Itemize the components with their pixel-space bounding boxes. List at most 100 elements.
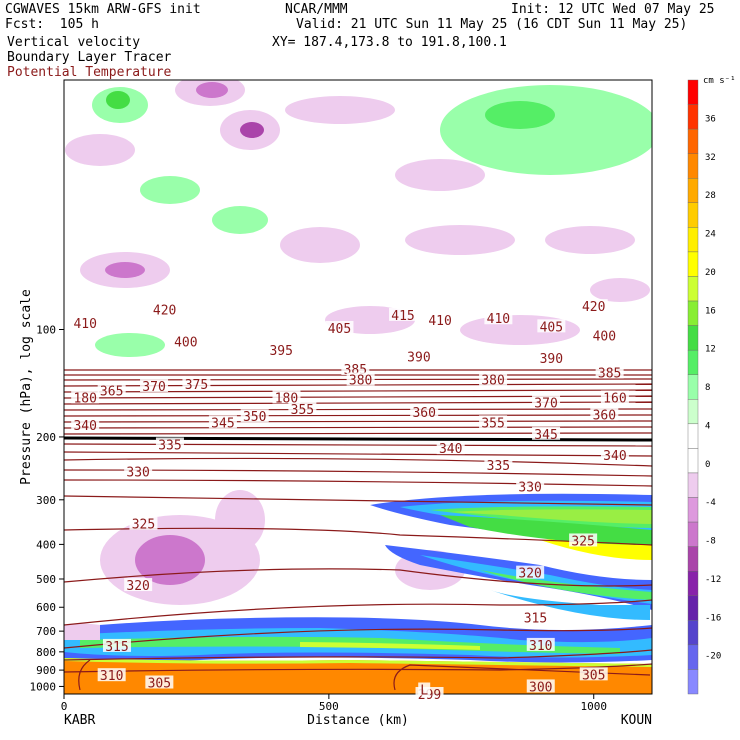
field-potential-temperature: Potential Temperature (7, 65, 172, 80)
isentrope-label-bg (537, 350, 566, 364)
y-tick-label: 600 (36, 601, 56, 614)
isentrope-label: 320 (518, 567, 541, 582)
isentrope-label: 355 (481, 416, 504, 431)
isentrope-label: 305 (148, 677, 171, 692)
isentrope-label-bg (426, 312, 455, 326)
isentrope-label: 375 (185, 378, 208, 393)
isentrope-label: 330 (126, 466, 149, 481)
colorbar-swatch (687, 472, 699, 498)
org-label: NCAR/MMM (285, 2, 348, 17)
isentrope-label-bg (479, 372, 508, 386)
isentrope-label-bg (484, 458, 513, 472)
y-tick-label: 100 (36, 323, 56, 336)
colorbar-swatch (687, 423, 699, 449)
isentrope-label-bg (129, 516, 158, 530)
isentrope-label: 405 (328, 322, 351, 337)
init-time: Init: 12 UTC Wed 07 May 25 (511, 2, 715, 17)
isentrope-label: 370 (142, 380, 165, 395)
x-axis: 0 500 1000 (61, 694, 607, 713)
colorbar-tick-label: 32 (705, 153, 716, 163)
colorbar-swatch (687, 571, 699, 596)
colorbar-swatch (687, 227, 699, 253)
isentrope-label: 310 (529, 639, 552, 654)
isentrope-label: 365 (100, 384, 123, 399)
isentrope-label: 420 (582, 300, 605, 315)
model-title: CGWAVES 15km ARW-GFS init (5, 2, 201, 17)
valid-time: Valid: 21 UTC Sun 11 May 25 (16 CDT Sun … (296, 17, 688, 32)
isentrope-label-bg (272, 390, 301, 404)
isentrope-label: 420 (153, 304, 176, 319)
isentrope-label-bg (140, 379, 169, 393)
isentrope-label: 355 (291, 403, 314, 418)
isentrope-label-bg (124, 578, 153, 592)
colorbar-swatch (687, 79, 699, 105)
isentrope-label: 315 (105, 640, 128, 655)
isentrope-label: L (420, 684, 428, 699)
isentrope-label: 360 (412, 406, 435, 421)
isentrope-label: 360 (593, 408, 616, 423)
isentrope-label: 350 (243, 410, 266, 425)
isentrope-label: 410 (73, 317, 96, 332)
isentrope-label-bg (208, 415, 237, 429)
colorbar-tick-label: 12 (705, 345, 716, 355)
isentrope-label-bg (521, 610, 550, 624)
y-tick-label: 200 (36, 431, 56, 444)
isentrope-label: 340 (73, 419, 96, 434)
isentrope-label-bg (532, 426, 561, 440)
isentrope-label-bg (579, 299, 608, 313)
colorbar-swatch (687, 399, 699, 425)
isentrope-label-bg (526, 637, 555, 651)
isentrope-label-bg (590, 328, 619, 342)
isentrope-label-bg (155, 437, 184, 451)
y-tick-label: 700 (36, 625, 56, 638)
isentrope-label-bg (171, 334, 200, 348)
isentrope-label: 400 (593, 330, 616, 345)
colorbar-tick-label: 20 (705, 268, 716, 278)
colorbar-swatch (687, 349, 699, 375)
isentrope-label: 370 (534, 396, 557, 411)
isentrope-label-bg (71, 417, 100, 431)
isentrope-label: 380 (481, 373, 504, 388)
isentrope-label-bg (579, 667, 608, 681)
colorbar: 36 32 28 24 20 16 12 8 4 0 -4 -8 -12 -16 -20 (687, 79, 721, 695)
y-tick-label: 1000 (30, 680, 57, 693)
colorbar-swatch (687, 521, 699, 547)
isentrope-label: 390 (540, 352, 563, 367)
isentrope-label-bg (97, 383, 126, 397)
colorbar-tick-label: -20 (705, 652, 721, 662)
y-axis: 100 200 300 400 500 600 700 800 900 1000 (30, 323, 64, 693)
isentrope-label-bg (325, 320, 354, 334)
colorbar-units: cm s⁻¹ (703, 76, 736, 86)
start-station-label: KABR (64, 713, 95, 728)
colorbar-tick-label: -4 (705, 498, 716, 508)
isentrope-label-bg (404, 349, 433, 363)
isentrope-label: 340 (603, 449, 626, 464)
isentrope-label: 410 (487, 312, 510, 327)
colorbar-swatch (687, 669, 699, 695)
isentrope-label-bg (389, 307, 418, 321)
isentrope-label: 390 (407, 350, 430, 365)
x-tick-label: 1000 (580, 700, 607, 713)
colorbar-swatch (687, 448, 699, 474)
isentrope-label: 160 (603, 391, 626, 406)
isentrope-label-bg (479, 415, 508, 429)
isentrope-label-bg (600, 448, 629, 462)
isentrope-label-bg (97, 668, 126, 682)
colorbar-swatch (687, 620, 699, 646)
isentrope-label: 410 (428, 314, 451, 329)
colorbar-swatch (687, 325, 699, 351)
isentrope-label-bg (182, 376, 211, 390)
isentrope-label-bg (124, 464, 153, 478)
isentrope-label: 305 (582, 668, 605, 683)
isentrope-label-bg (288, 401, 317, 415)
x-tick-label: 500 (319, 700, 339, 713)
end-station-label: KOUN (621, 713, 652, 728)
isentrope-label-bg (150, 302, 179, 316)
colorbar-swatch (687, 202, 699, 228)
colorbar-tick-label: 8 (705, 383, 710, 393)
isentrope-label-bg (71, 316, 100, 330)
y-tick-label: 300 (36, 494, 56, 507)
vertical-velocity-shading (64, 80, 652, 694)
isentrope-label-bg (532, 395, 561, 409)
